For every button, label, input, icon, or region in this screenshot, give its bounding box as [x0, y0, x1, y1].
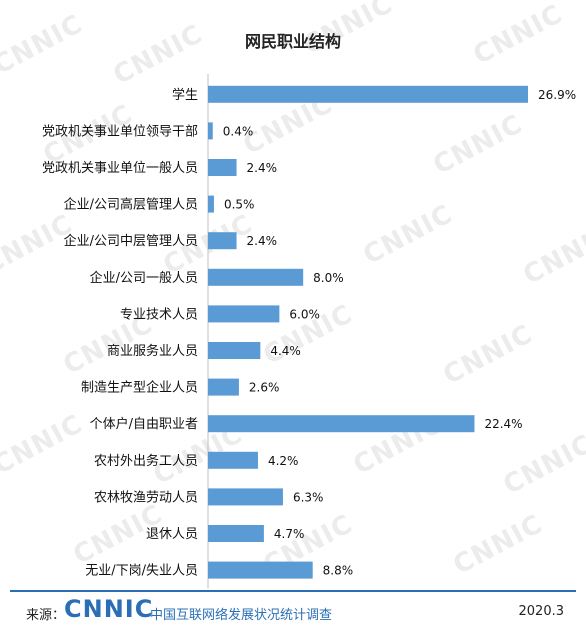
report-date: 2020.3	[518, 604, 565, 619]
bar	[208, 268, 304, 286]
category-label: 企业/公司一般人员	[90, 270, 198, 286]
bar	[208, 451, 258, 469]
data-label: 6.3%	[293, 490, 324, 504]
category-label: 商业服务业人员	[107, 343, 198, 359]
bar	[208, 85, 528, 103]
category-label: 企业/公司中层管理人员	[64, 233, 198, 249]
data-label: 0.4%	[223, 124, 254, 138]
data-label: 6.0%	[289, 307, 320, 321]
bar	[208, 415, 475, 433]
category-label: 农村外出务工人员	[94, 453, 198, 469]
category-label: 专业技术人员	[120, 307, 198, 322]
data-label: 4.7%	[274, 527, 305, 541]
category-label: 无业/下岗/失业人员	[85, 564, 198, 579]
data-label: 4.2%	[268, 454, 299, 468]
survey-name: 中国互联网络发展状况统计调查	[150, 608, 333, 623]
bar	[208, 122, 213, 140]
data-label: 26.9%	[538, 88, 576, 102]
bar	[208, 195, 214, 213]
data-label: 2.4%	[247, 234, 277, 248]
bar	[208, 561, 313, 579]
category-label: 企业/公司高层管理人员	[64, 197, 198, 213]
category-label: 个体户/自由职业者	[90, 416, 198, 432]
category-label: 党政机关事业单位领导干部	[42, 124, 198, 139]
bar-chart: 学生 26.9% 党政机关事业单位领导干部 0.4% 党政机关事业单位一般人员 2.4% 企…	[42, 74, 576, 589]
data-label: 4.4%	[270, 344, 301, 358]
category-label: 制造生产型企业人员	[81, 380, 198, 396]
data-label: 2.4%	[247, 161, 277, 175]
cnnic-logo: CNNIC	[64, 595, 154, 623]
data-label: 8.0%	[313, 271, 344, 285]
footer-divider	[10, 590, 576, 592]
category-label: 农林牧渔劳动人员	[94, 489, 198, 505]
data-label: 2.6%	[249, 381, 280, 395]
chart-title: 网民职业结构	[244, 32, 341, 51]
bar	[208, 342, 261, 359]
data-label: 22.4%	[484, 417, 522, 431]
bar	[208, 159, 237, 176]
category-label: 学生	[172, 87, 198, 103]
data-label: 8.8%	[323, 564, 354, 578]
category-label: 党政机关事业单位一般人员	[42, 160, 198, 176]
category-label: 退休人员	[146, 527, 198, 542]
bar	[208, 378, 239, 396]
bar	[208, 488, 283, 506]
footer: 来源： CNNIC 中国互联网络发展状况统计调查 2020.3	[0, 592, 586, 636]
data-label: 0.5%	[224, 198, 255, 212]
bar	[208, 232, 237, 250]
bar	[208, 305, 280, 323]
bar	[208, 525, 264, 542]
source-label: 来源：	[26, 608, 66, 623]
